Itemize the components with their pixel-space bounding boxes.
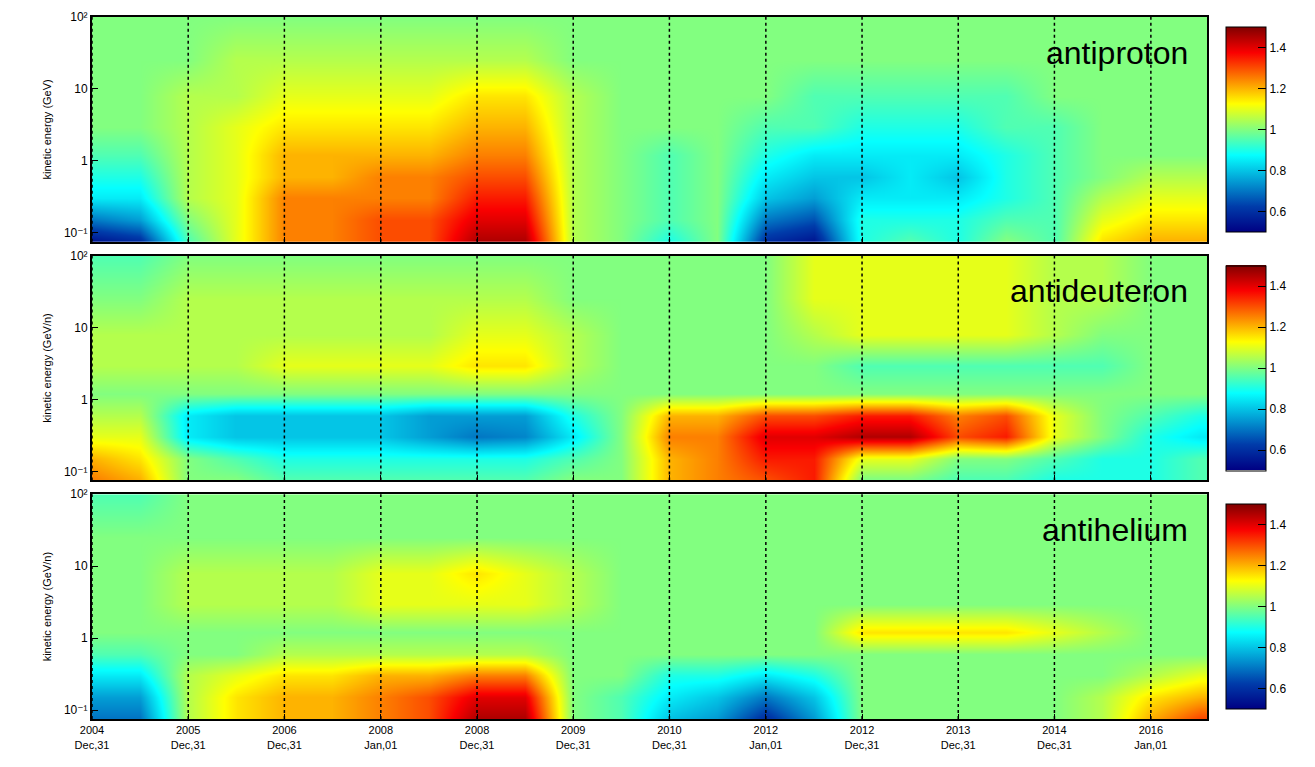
svg-text:1.2: 1.2	[1269, 320, 1286, 334]
svg-text:1.2: 1.2	[1269, 559, 1286, 573]
svg-text:antihelium: antihelium	[1042, 512, 1188, 548]
svg-text:1.4: 1.4	[1269, 518, 1286, 532]
svg-text:1: 1	[81, 631, 88, 645]
svg-text:2008Jan,01: 2008Jan,01	[364, 724, 397, 750]
svg-text:2016Jan,01: 2016Jan,01	[1134, 724, 1167, 750]
svg-text:1.4: 1.4	[1269, 279, 1286, 293]
svg-text:2012Dec,31: 2012Dec,31	[845, 724, 880, 750]
svg-text:10²: 10²	[70, 487, 87, 501]
svg-text:1.2: 1.2	[1269, 82, 1286, 96]
svg-text:2014Dec,31: 2014Dec,31	[1037, 724, 1072, 750]
svg-text:2008Dec,31: 2008Dec,31	[460, 724, 495, 750]
svg-text:2010Dec,31: 2010Dec,31	[652, 724, 687, 750]
svg-text:0.6: 0.6	[1269, 682, 1286, 696]
svg-text:1: 1	[81, 393, 88, 407]
svg-text:10: 10	[74, 82, 88, 96]
svg-text:kinetic energy (GeV): kinetic energy (GeV)	[41, 79, 53, 179]
svg-text:antiproton: antiproton	[1046, 35, 1188, 71]
svg-text:10⁻¹: 10⁻¹	[64, 465, 88, 479]
svg-text:2005Dec,31: 2005Dec,31	[171, 724, 206, 750]
svg-text:antideuteron: antideuteron	[1010, 273, 1188, 309]
svg-text:10: 10	[74, 559, 88, 573]
svg-text:2004Dec,31: 2004Dec,31	[75, 724, 110, 750]
svg-text:10²: 10²	[70, 10, 87, 24]
svg-text:0.6: 0.6	[1269, 205, 1286, 219]
svg-text:kinetic energy (GeV/n): kinetic energy (GeV/n)	[41, 313, 53, 422]
svg-text:1: 1	[1269, 123, 1276, 137]
svg-text:1: 1	[81, 154, 88, 168]
svg-text:1.4: 1.4	[1269, 41, 1286, 55]
svg-text:2012Jan,01: 2012Jan,01	[749, 724, 782, 750]
svg-text:0.6: 0.6	[1269, 443, 1286, 457]
svg-text:10⁻¹: 10⁻¹	[64, 703, 88, 717]
svg-text:2006Dec,31: 2006Dec,31	[267, 724, 302, 750]
svg-text:1: 1	[1269, 600, 1276, 614]
svg-text:2009Dec,31: 2009Dec,31	[556, 724, 591, 750]
svg-text:0.8: 0.8	[1269, 164, 1286, 178]
svg-text:10: 10	[74, 321, 88, 335]
svg-text:kinetic energy (GeV/n): kinetic energy (GeV/n)	[41, 552, 53, 661]
svg-text:2013Dec,31: 2013Dec,31	[941, 724, 976, 750]
svg-text:0.8: 0.8	[1269, 641, 1286, 655]
svg-text:10⁻¹: 10⁻¹	[64, 226, 88, 240]
svg-text:1: 1	[1269, 361, 1276, 375]
svg-text:0.8: 0.8	[1269, 402, 1286, 416]
svg-text:10²: 10²	[70, 249, 87, 263]
